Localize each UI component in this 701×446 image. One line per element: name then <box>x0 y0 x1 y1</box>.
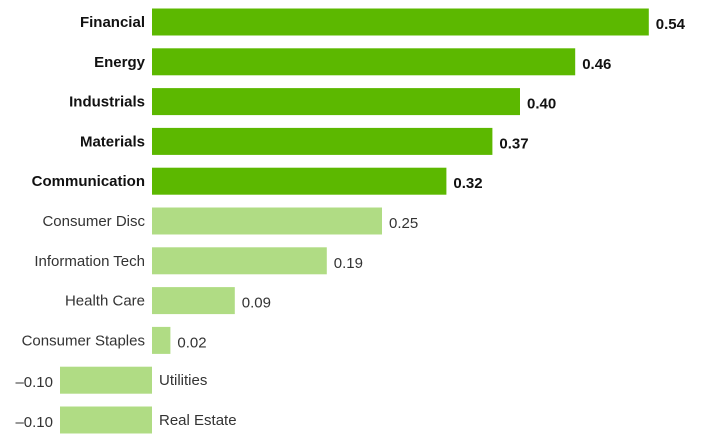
category-label-financial: Financial <box>80 14 145 31</box>
bar-industrials <box>152 88 520 116</box>
category-label-materials: Materials <box>80 133 145 150</box>
value-label-energy: 0.46 <box>582 56 611 73</box>
category-label-industrials: Industrials <box>69 94 145 111</box>
value-label-health-care: 0.09 <box>242 295 271 312</box>
bar-health-care <box>152 287 235 315</box>
bar-utilities <box>60 366 152 394</box>
value-label-consumer-disc: 0.25 <box>389 215 418 232</box>
value-label-communication: 0.32 <box>453 175 482 192</box>
category-label-consumer-staples: Consumer Staples <box>22 332 145 349</box>
bar-information-tech <box>152 247 327 275</box>
bars-group <box>60 8 649 434</box>
category-label-utilities: Utilities <box>159 372 207 389</box>
category-label-communication: Communication <box>32 173 145 190</box>
value-label-consumer-staples: 0.02 <box>177 334 206 351</box>
value-label-financial: 0.54 <box>656 16 686 33</box>
category-label-energy: Energy <box>94 54 146 71</box>
category-labels-group: Financial Energy Industrials Materials Commu… <box>22 14 237 429</box>
value-label-materials: 0.37 <box>499 135 528 152</box>
category-label-real-estate: Real Estate <box>159 412 237 429</box>
bar-energy <box>152 48 576 76</box>
bar-materials <box>152 127 493 155</box>
value-labels-group: 0.54 0.46 0.40 0.37 0.32 0.25 0.19 0.09 0.02 –0.1… <box>15 16 685 431</box>
category-label-information-tech: Information Tech <box>34 253 145 270</box>
category-label-consumer-disc: Consumer Disc <box>42 213 145 230</box>
bar-communication <box>152 167 447 195</box>
value-label-real-estate: –0.10 <box>15 414 53 431</box>
bar-consumer-disc <box>152 207 382 235</box>
value-label-utilities: –0.10 <box>15 374 53 391</box>
bar-financial <box>152 8 649 36</box>
category-label-health-care: Health Care <box>65 293 145 310</box>
value-label-information-tech: 0.19 <box>334 255 363 272</box>
bar-consumer-staples <box>152 326 171 354</box>
value-label-industrials: 0.40 <box>527 96 556 113</box>
bar-real-estate <box>60 406 152 434</box>
